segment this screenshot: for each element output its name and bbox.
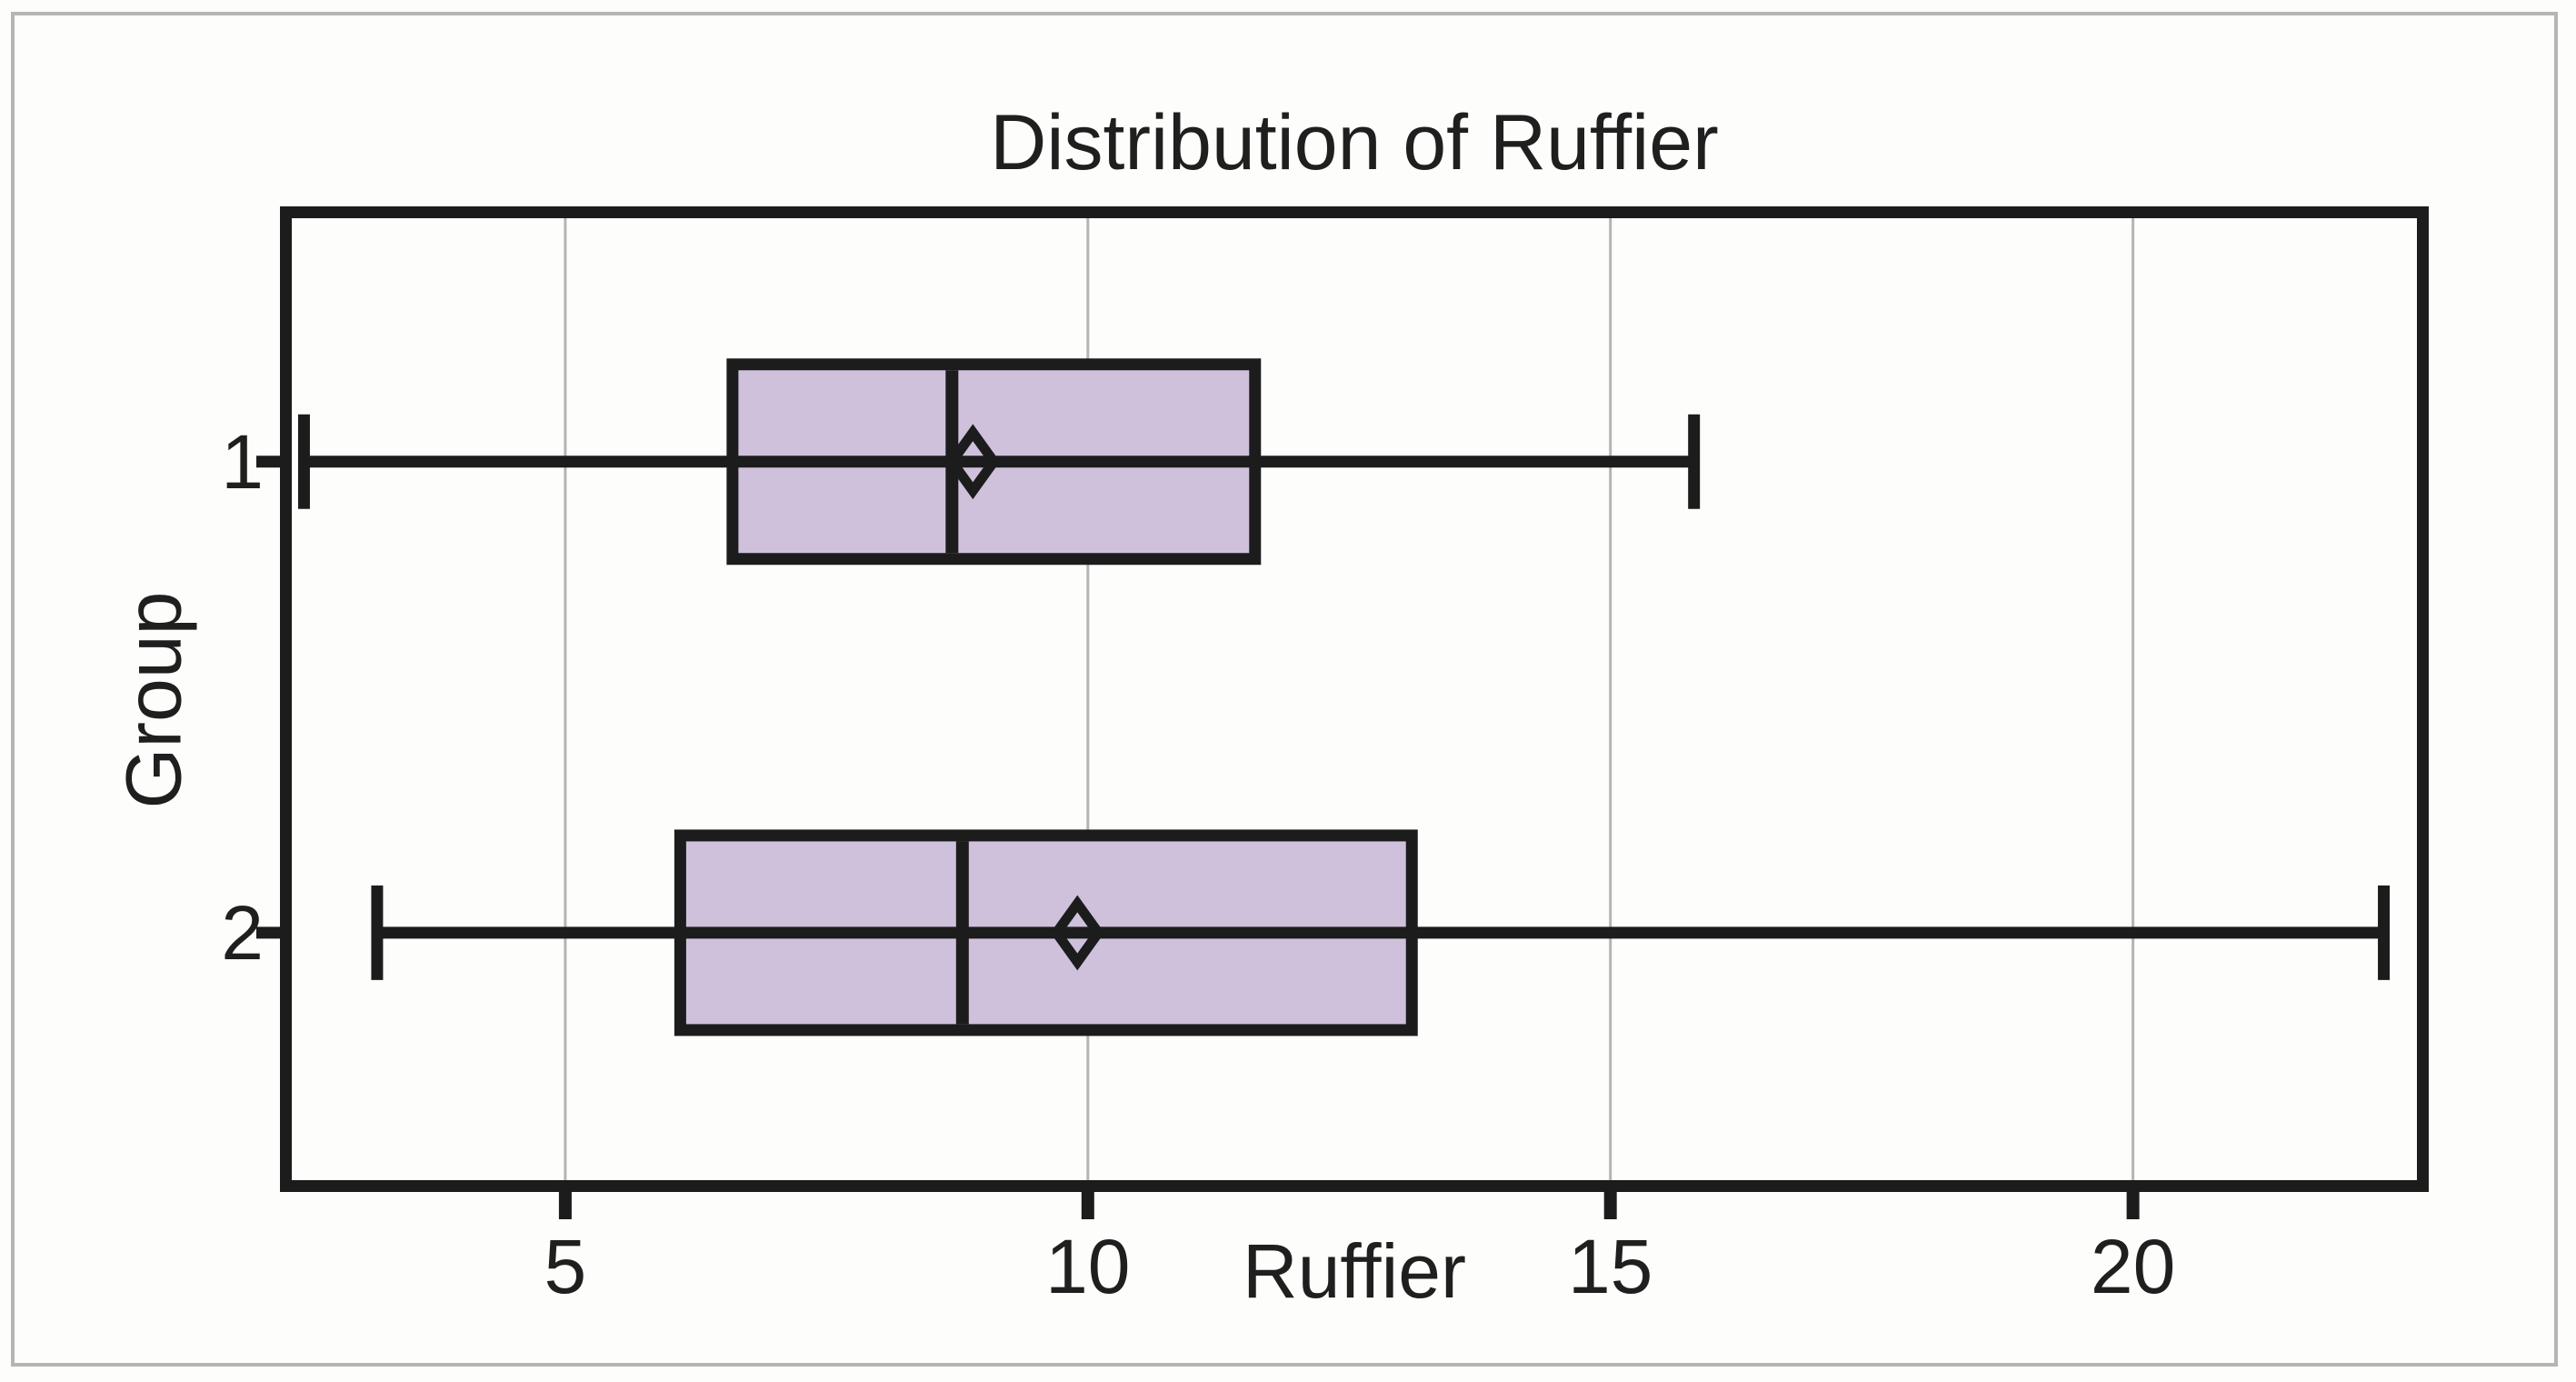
group-2-mean-diamond-icon (1050, 895, 1105, 971)
y-axis-title: Group (110, 591, 198, 809)
x-axis-title: Ruffier (1243, 1228, 1466, 1314)
chart-title: Distribution of Ruffier (990, 99, 1719, 186)
plot-border (280, 206, 2429, 1192)
y-tick-label-2: 2 (221, 889, 264, 976)
x-tick-label-5: 5 (544, 1224, 587, 1309)
x-tick-label-15: 15 (1567, 1224, 1653, 1309)
x-tick-label-10: 10 (1045, 1224, 1131, 1309)
y-tick-label-1: 1 (221, 418, 264, 505)
group-1-mean-diamond-icon (945, 424, 1001, 500)
boxplot-canvas (256, 206, 2429, 1219)
x-tick-label-20: 20 (2090, 1224, 2176, 1309)
plot-area (256, 206, 2429, 1219)
